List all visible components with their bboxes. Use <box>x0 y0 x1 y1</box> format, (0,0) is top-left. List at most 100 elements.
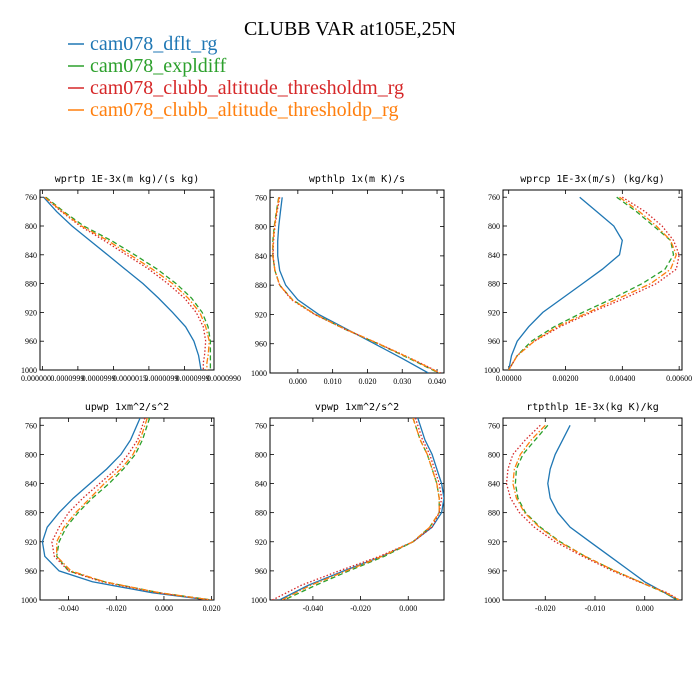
y-tick-label: 840 <box>488 251 500 260</box>
legend-label: cam078_expldiff <box>90 55 227 77</box>
series-line-4 <box>281 418 440 600</box>
panel-title: wpthlp 1x(m K)/s <box>309 174 405 185</box>
panel-4: upwp 1xm^2/s^2 760 800 840 880 920 960 1000 -0.0… <box>21 402 221 613</box>
plot-frame <box>39 189 215 371</box>
plot-frame <box>39 417 215 601</box>
series-line-2 <box>45 196 212 370</box>
plot-frame <box>502 417 683 601</box>
x-tick-label: 0.00400 <box>609 374 635 383</box>
x-tick-label: -0.020 <box>350 604 371 613</box>
series-line-4 <box>508 196 677 370</box>
legend-label: cam078_clubb_altitude_thresholdp_rg <box>90 99 398 121</box>
x-tick-label: 0.0000990 <box>207 374 241 383</box>
y-tick-label: 960 <box>488 567 500 576</box>
series-line-3 <box>505 424 680 600</box>
y-tick-label: 760 <box>488 421 500 430</box>
series-line-1 <box>508 196 623 370</box>
x-tick-label: -0.040 <box>303 604 324 613</box>
panel-title: upwp 1xm^2/s^2 <box>85 402 169 413</box>
x-tick-label: 0.0000999 <box>82 374 116 383</box>
y-tick-label: 880 <box>25 280 37 289</box>
y-tick-label: 800 <box>25 450 37 459</box>
series-line-2 <box>514 424 679 600</box>
panel-title: rtpthlp 1E-3x(kg K)/kg <box>526 402 658 413</box>
series-line-1 <box>547 425 678 600</box>
x-tick-label: -0.040 <box>58 604 79 613</box>
x-tick-label: 0.000 <box>289 377 307 386</box>
plot-frame <box>269 189 445 374</box>
series-line-2 <box>508 196 675 370</box>
series-line-1 <box>279 418 444 600</box>
panel-1: wprtp 1E-3x(m kg)/(s kg) 760 800 840 880 920 9… <box>21 174 241 383</box>
y-tick-label: 840 <box>255 252 267 261</box>
x-tick-label: 0.020 <box>203 604 221 613</box>
y-tick-label: 960 <box>255 567 267 576</box>
y-tick-label: 800 <box>25 222 37 231</box>
series-line-3 <box>508 196 680 370</box>
panel-2: wpthlp 1x(m K)/s 760 800 840 880 920 960 1000 0.… <box>251 174 446 386</box>
y-tick-label: 1000 <box>21 366 37 375</box>
y-tick-label: 880 <box>488 280 500 289</box>
x-tick-label: 0.040 <box>428 377 446 386</box>
y-tick-label: 760 <box>488 193 500 202</box>
x-tick-label: 0.000 <box>636 604 654 613</box>
y-tick-label: 1000 <box>251 596 267 605</box>
y-tick-label: 920 <box>255 538 267 547</box>
x-tick-label: 0.020 <box>358 377 376 386</box>
y-tick-label: 1000 <box>21 596 37 605</box>
x-tick-label: 0.0000099 <box>144 374 178 383</box>
y-tick-label: 840 <box>25 480 37 489</box>
y-tick-label: 960 <box>488 337 500 346</box>
y-tick-label: 800 <box>255 450 267 459</box>
x-tick-label: 0.0000015 <box>113 374 147 383</box>
y-tick-label: 920 <box>25 308 37 317</box>
y-tick-label: 800 <box>488 450 500 459</box>
y-tick-label: 880 <box>255 281 267 290</box>
panel-5: vpwp 1xm^2/s^2 760 800 840 880 920 960 1000 -0.0… <box>251 402 445 613</box>
panels: wprtp 1E-3x(m kg)/(s kg) 760 800 840 880 920 9… <box>21 174 692 613</box>
series-line-4 <box>44 196 210 370</box>
series-line-1 <box>41 418 210 600</box>
y-tick-label: 1000 <box>484 366 500 375</box>
y-tick-label: 840 <box>255 480 267 489</box>
x-tick-label: 0.000 <box>155 604 173 613</box>
y-tick-label: 960 <box>25 337 37 346</box>
x-tick-label: 0.00200 <box>553 374 579 383</box>
series-line-1 <box>43 196 202 370</box>
y-tick-label: 920 <box>255 310 267 319</box>
series-line-3 <box>44 196 207 370</box>
x-tick-label: 0.030 <box>393 377 411 386</box>
figure-title: CLUBB VAR at105E,25N <box>244 18 456 40</box>
y-tick-label: 760 <box>25 421 37 430</box>
series-line-3 <box>51 418 210 600</box>
x-tick-label: 0.0000999 <box>176 374 210 383</box>
y-tick-label: 920 <box>488 538 500 547</box>
legend-label: cam078_dflt_rg <box>90 33 217 55</box>
series-line-4 <box>272 197 441 373</box>
x-tick-label: -0.020 <box>535 604 556 613</box>
legend: cam078_dflt_rgcam078_expldiffcam078_club… <box>68 33 404 121</box>
series-line-3 <box>272 418 443 600</box>
y-tick-label: 880 <box>25 509 37 518</box>
x-tick-label: 0.00600 <box>666 374 692 383</box>
y-tick-label: 880 <box>255 509 267 518</box>
plot-frame <box>502 189 683 371</box>
series-line-4 <box>56 418 212 600</box>
panel-title: wprtp 1E-3x(m kg)/(s kg) <box>55 174 200 185</box>
panel-3: wprcp 1E-3x(m/s) (kg/kg) 760 800 840 880 920 9… <box>484 174 692 383</box>
legend-label: cam078_clubb_altitude_thresholdm_rg <box>90 77 404 99</box>
y-tick-label: 840 <box>25 251 37 260</box>
y-tick-label: 800 <box>255 223 267 232</box>
x-tick-label: -0.010 <box>585 604 606 613</box>
series-line-4 <box>512 424 680 600</box>
y-tick-label: 760 <box>25 193 37 202</box>
x-tick-label: 0.0000999 <box>50 374 84 383</box>
y-tick-label: 880 <box>488 509 500 518</box>
y-tick-label: 920 <box>488 308 500 317</box>
x-tick-label: 0.000 <box>399 604 417 613</box>
panel-title: vpwp 1xm^2/s^2 <box>315 402 399 413</box>
panel-6: rtpthlp 1E-3x(kg K)/kg 760 800 840 880 920 960… <box>484 402 683 613</box>
y-tick-label: 1000 <box>484 596 500 605</box>
